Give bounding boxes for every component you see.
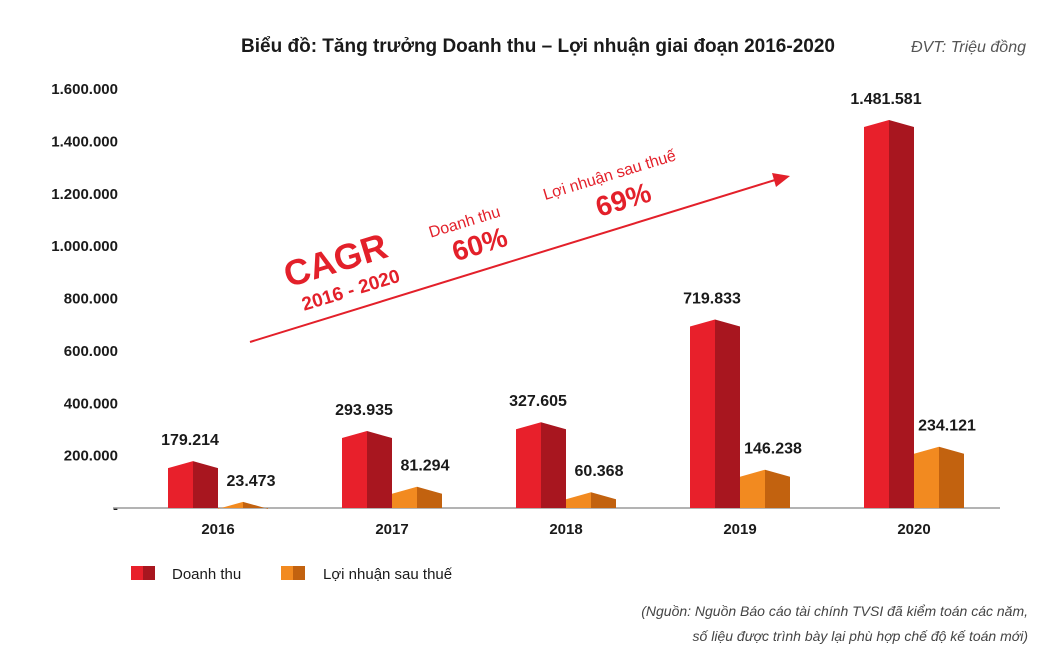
bar-side-face: [541, 422, 566, 508]
legend-item-profit: Lợi nhuận sau thuế: [281, 566, 453, 583]
y-tick-label: 1.400.000: [51, 133, 118, 150]
bar-side-face: [889, 120, 914, 508]
bar-side-face: [715, 319, 740, 508]
bar-revenue-2017: [342, 431, 392, 508]
data-label-profit: 81.294: [401, 458, 450, 475]
x-tick-label: 2017: [375, 521, 408, 538]
unit-note: ĐVT: Triệu đồng: [911, 39, 1026, 56]
bar-front-face: [218, 501, 243, 509]
bar-front-face: [392, 486, 417, 508]
x-tick-label: 2020: [897, 521, 930, 538]
legend-label-profit: Lợi nhuận sau thuế: [323, 566, 453, 583]
y-tick-label: 200.000: [64, 448, 118, 465]
data-label-revenue: 327.605: [509, 393, 567, 410]
bar-side-face: [591, 492, 616, 508]
legend-item-revenue: Doanh thu: [131, 566, 241, 583]
bar-profit-2019: [740, 469, 790, 508]
bars: 179.214 23.473 293.935 81.294 327.605 60.368 7…: [161, 91, 976, 509]
data-label-profit: 23.473: [227, 473, 276, 490]
data-label-profit: 146.238: [744, 441, 802, 458]
data-label-revenue: 1.481.581: [850, 91, 921, 108]
x-tick-label: 2019: [723, 521, 756, 538]
bar-front-face: [740, 469, 765, 508]
bar-front-face: [342, 431, 367, 508]
y-tick-label: 600.000: [64, 343, 118, 360]
bar-side-face: [417, 486, 442, 508]
data-label-revenue: 293.935: [335, 402, 393, 419]
legend: Doanh thu Lợi nhuận sau thuế: [131, 566, 453, 583]
bar-side-face: [243, 501, 268, 509]
bar-front-face: [914, 446, 939, 508]
y-tick-label: 1.200.000: [51, 186, 118, 203]
bar-profit-2017: [392, 486, 442, 508]
bar-profit-2018: [566, 492, 616, 508]
y-tick-label: 1.000.000: [51, 238, 118, 255]
bar-front-face: [864, 120, 889, 508]
bar-front-face: [516, 422, 541, 508]
legend-label-revenue: Doanh thu: [172, 566, 241, 583]
legend-swatch-profit-shade: [293, 566, 305, 580]
bar-profit-2016: [218, 501, 268, 509]
data-label-profit: 60.368: [575, 463, 624, 480]
source-note-line-1: (Nguồn: Nguồn Báo cáo tài chính TVSI đã …: [641, 603, 1028, 619]
cagr-annotation: CAGR 2016 - 2020 Doanh thu 60% Lợi nhuận…: [249, 147, 790, 343]
data-label-revenue: 179.214: [161, 432, 219, 449]
bar-revenue-2019: [690, 319, 740, 508]
bar-revenue-2018: [516, 422, 566, 508]
bar-side-face: [765, 469, 790, 508]
bar-side-face: [367, 431, 392, 508]
y-axis: -200.000400.000600.000800.0001.000.0001.…: [51, 81, 118, 517]
bar-revenue-2016: [168, 461, 218, 508]
source-note-line-2: số liệu được trình bày lại phù hợp chế đ…: [693, 628, 1028, 644]
legend-swatch-revenue-shade: [143, 566, 155, 580]
x-tick-label: 2018: [549, 521, 582, 538]
y-tick-label: 400.000: [64, 395, 118, 412]
legend-swatch-revenue: [131, 566, 143, 580]
bar-side-face: [939, 446, 964, 508]
y-tick-label: 800.000: [64, 291, 118, 308]
bar-revenue-2020: [864, 120, 914, 508]
y-tick-label: 1.600.000: [51, 81, 118, 98]
data-label-profit: 234.121: [918, 418, 976, 435]
data-label-revenue: 719.833: [683, 290, 741, 307]
bar-front-face: [168, 461, 193, 508]
bar-front-face: [690, 319, 715, 508]
cagr-arrow-line: [249, 179, 776, 343]
bar-profit-2020: [914, 446, 964, 508]
bar-front-face: [566, 492, 591, 508]
x-axis: 2016 2017 2018 2019 2020: [201, 521, 930, 538]
x-tick-label: 2016: [201, 521, 234, 538]
bar-side-face: [193, 461, 218, 508]
chart-title: Biểu đồ: Tăng trưởng Doanh thu – Lợi nhu…: [241, 36, 835, 57]
legend-swatch-profit: [281, 566, 293, 580]
cagr-arrow-head: [772, 173, 790, 187]
